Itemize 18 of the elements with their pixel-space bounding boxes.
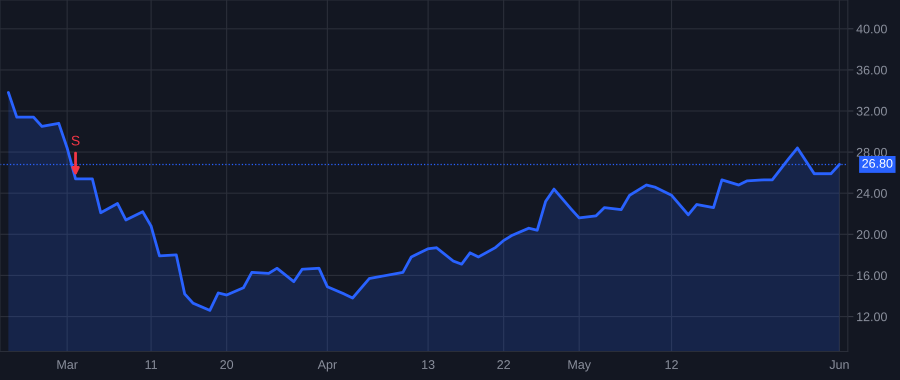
x-tick-label: 20	[220, 360, 234, 370]
y-tick-label: 24.00	[856, 189, 887, 198]
y-tick-label: 36.00	[856, 66, 887, 75]
y-tick-label: 20.00	[856, 230, 887, 239]
x-tick-label: 22	[497, 360, 510, 369]
annotation: S	[72, 136, 80, 146]
y-tick-label: 16.00	[857, 271, 887, 280]
x-tick-label: Jun	[830, 360, 849, 370]
x-tick-label: Apr	[318, 360, 337, 372]
ref-line-label: 26.80	[862, 158, 892, 168]
y-tick-label: 32.00	[856, 106, 887, 116]
x-tick-label: Mar	[57, 360, 78, 370]
x-tick-label: 12	[666, 360, 678, 369]
x-tick-label: 13	[422, 360, 434, 370]
x-tick-label: 11	[146, 360, 157, 369]
y-tick-label: 12.00	[857, 312, 887, 322]
y-tick-label: 40.00	[856, 24, 887, 34]
x-tick-label: May	[568, 360, 591, 372]
